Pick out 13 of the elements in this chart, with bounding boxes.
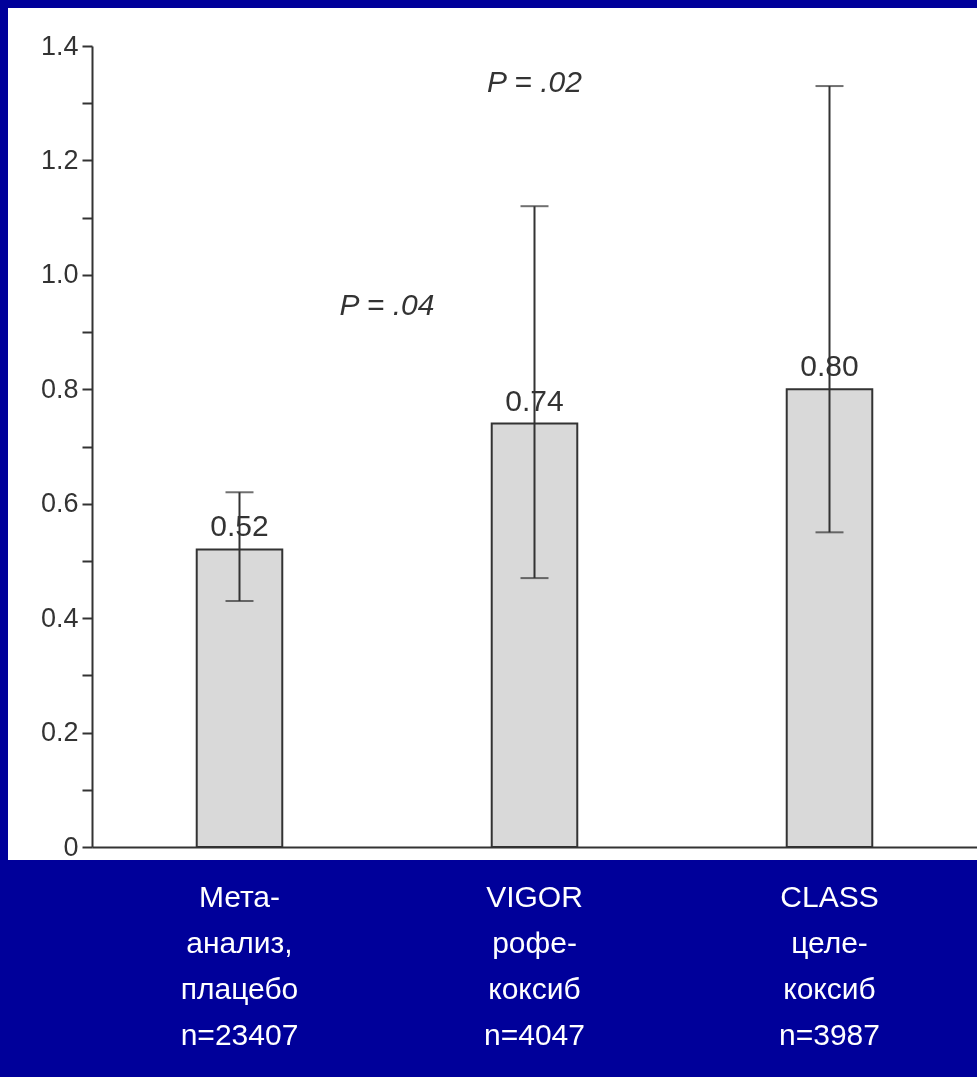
annotation: P = .04 bbox=[339, 287, 435, 321]
y-tick-label: 0.2 bbox=[40, 717, 79, 748]
x-tick-label: Мета- анализ, плацебо n=23407 bbox=[180, 879, 299, 1051]
y-tick-label: 0.8 bbox=[40, 373, 79, 404]
y-tick-label: 1.2 bbox=[40, 144, 79, 175]
y-tick-label: 0.6 bbox=[40, 488, 79, 519]
x-tick-label: CLASS целе- коксиб n=3987 bbox=[779, 879, 880, 1051]
y-tick-label: 1.0 bbox=[40, 259, 79, 290]
y-tick-label: 0.4 bbox=[40, 602, 79, 633]
y-tick-label: 1.4 bbox=[40, 30, 79, 61]
x-tick-label: VIGOR рофе- коксиб n=4047 bbox=[484, 879, 585, 1051]
annotation: P = .02 bbox=[487, 64, 583, 98]
y-tick-label: 0 bbox=[63, 831, 79, 862]
